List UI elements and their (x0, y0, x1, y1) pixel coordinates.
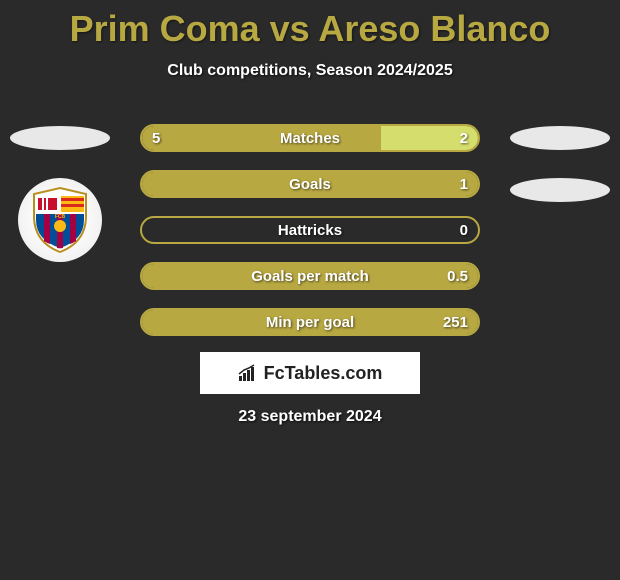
bar-value-right: 1 (460, 172, 468, 196)
bar-label: Goals (142, 172, 478, 196)
bar-value-left: 5 (152, 126, 160, 150)
page-title: Prim Coma vs Areso Blanco (0, 0, 620, 50)
bar-value-right: 2 (460, 126, 468, 150)
subtitle: Club competitions, Season 2024/2025 (0, 62, 620, 80)
brand-box[interactable]: FcTables.com (200, 352, 420, 394)
bar-label: Matches (142, 126, 478, 150)
bar-label: Min per goal (142, 310, 478, 334)
svg-text:FCB: FCB (55, 214, 66, 220)
stat-row-min-per-goal: Min per goal251 (140, 308, 480, 336)
bar-value-right: 0.5 (447, 264, 468, 288)
bar-value-right: 0 (460, 218, 468, 242)
player-right-ellipse-1 (510, 126, 610, 150)
stat-row-goals: Goals1 (140, 170, 480, 198)
bar-label: Goals per match (142, 264, 478, 288)
chart-icon (238, 364, 260, 382)
fcb-crest-icon: FCB (26, 186, 94, 254)
club-badge-left: FCB (18, 178, 102, 262)
date-label: 23 september 2024 (0, 408, 620, 426)
stat-row-hattricks: Hattricks0 (140, 216, 480, 244)
player-left-ellipse-1 (10, 126, 110, 150)
player-right-ellipse-2 (510, 178, 610, 202)
bar-value-right: 251 (443, 310, 468, 334)
brand-label: FcTables.com (264, 363, 383, 384)
bar-label: Hattricks (142, 218, 478, 242)
stat-row-matches: Matches5 2 (140, 124, 480, 152)
stat-row-goals-per-match: Goals per match0.5 (140, 262, 480, 290)
stats-bars: Matches5 2 Goals1 Hattricks0 Goals per match… (140, 124, 480, 354)
